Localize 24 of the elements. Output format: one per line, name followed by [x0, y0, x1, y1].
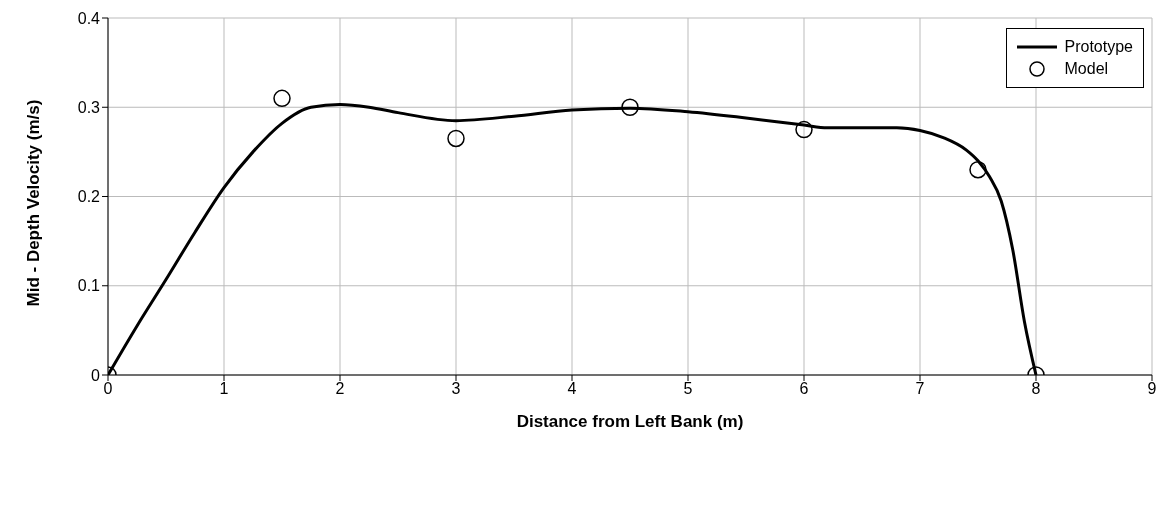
point: [447, 129, 465, 148]
point: [969, 160, 987, 179]
x-tick-label: 3: [451, 380, 461, 398]
x-tick-label: 2: [335, 380, 345, 398]
y-tick-label: 0.2: [77, 188, 101, 206]
point: [621, 98, 639, 116]
x-tick-label: 8: [1031, 380, 1041, 398]
x-tick-label: 1: [219, 380, 229, 398]
x-tick-label: 7: [915, 380, 925, 398]
x-tick-label: 6: [799, 380, 809, 398]
x-tick-label: 0: [103, 380, 113, 398]
legend-label: Prototype: [1064, 38, 1133, 56]
legend-label: Model: [1064, 60, 1109, 78]
y-tick-label: 0.3: [77, 98, 101, 116]
x-axis-title: Distance from Left Bank (m): [516, 412, 744, 431]
y-tick-label: 0.4: [77, 9, 101, 27]
point: [795, 120, 813, 139]
point: [273, 89, 291, 108]
y-axis-title: Mid - Depth Velocity (m/s): [24, 99, 44, 307]
y-tick-label: 0: [91, 366, 101, 384]
x-tick-label: 9: [1147, 380, 1157, 398]
x-tick-label: 4: [567, 380, 577, 398]
x-tick-label: 5: [683, 380, 693, 398]
y-tick-label: 0.1: [77, 277, 101, 295]
